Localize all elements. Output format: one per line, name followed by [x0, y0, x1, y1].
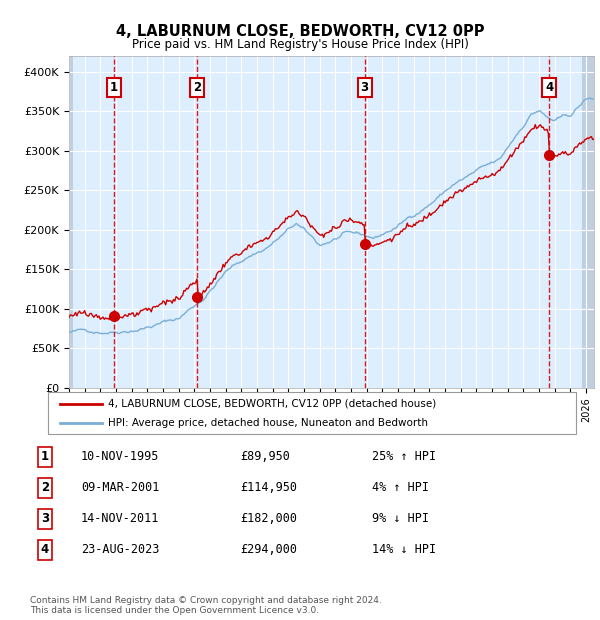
Text: 4, LABURNUM CLOSE, BEDWORTH, CV12 0PP (detached house): 4, LABURNUM CLOSE, BEDWORTH, CV12 0PP (d…	[108, 399, 436, 409]
Text: 4% ↑ HPI: 4% ↑ HPI	[372, 482, 429, 494]
Text: 2: 2	[193, 81, 202, 94]
Text: 3: 3	[41, 513, 49, 525]
Text: 09-MAR-2001: 09-MAR-2001	[81, 482, 160, 494]
Text: 25% ↑ HPI: 25% ↑ HPI	[372, 451, 436, 463]
Text: 14% ↓ HPI: 14% ↓ HPI	[372, 544, 436, 556]
Bar	[69, 56, 73, 388]
Text: Contains HM Land Registry data © Crown copyright and database right 2024.
This d: Contains HM Land Registry data © Crown c…	[30, 596, 382, 615]
Bar	[582, 56, 594, 388]
Text: 23-AUG-2023: 23-AUG-2023	[81, 544, 160, 556]
Text: 1: 1	[41, 451, 49, 463]
Text: Price paid vs. HM Land Registry's House Price Index (HPI): Price paid vs. HM Land Registry's House …	[131, 38, 469, 51]
Text: 4, LABURNUM CLOSE, BEDWORTH, CV12 0PP: 4, LABURNUM CLOSE, BEDWORTH, CV12 0PP	[116, 24, 484, 38]
Text: 3: 3	[361, 81, 369, 94]
Text: 4: 4	[41, 544, 49, 556]
Text: 2: 2	[41, 482, 49, 494]
Bar	[69, 56, 73, 388]
Text: 1: 1	[110, 81, 118, 94]
Text: 14-NOV-2011: 14-NOV-2011	[81, 513, 160, 525]
Text: 10-NOV-1995: 10-NOV-1995	[81, 451, 160, 463]
Text: £89,950: £89,950	[240, 451, 290, 463]
Text: £294,000: £294,000	[240, 544, 297, 556]
Text: HPI: Average price, detached house, Nuneaton and Bedworth: HPI: Average price, detached house, Nune…	[108, 418, 428, 428]
Text: £114,950: £114,950	[240, 482, 297, 494]
Text: 4: 4	[545, 81, 553, 94]
Bar	[582, 56, 594, 388]
Text: 9% ↓ HPI: 9% ↓ HPI	[372, 513, 429, 525]
Text: £182,000: £182,000	[240, 513, 297, 525]
